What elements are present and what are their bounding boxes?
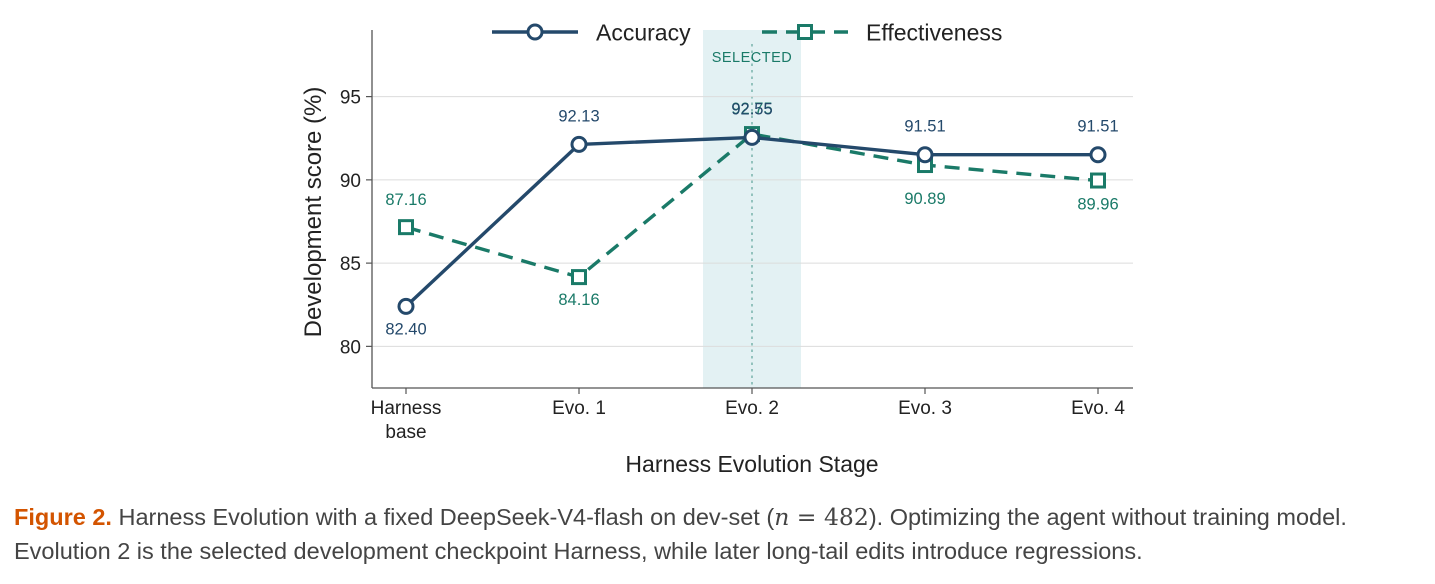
data-label-effectiveness-3: 90.89 (904, 190, 945, 208)
point-accuracy-0 (397, 297, 415, 315)
series-line-effectiveness (405, 132, 1099, 279)
axes: 80 85 90 95 Harness base Evo. 1 Evo. 2 Evo. 3 Evo… (340, 30, 1133, 443)
y-tick-label-95: 95 (340, 88, 361, 109)
data-label-accuracy-3: 91.51 (904, 118, 945, 136)
x-tick-label-0: Harness base (371, 398, 442, 443)
legend: Accuracy Effectiveness (492, 20, 1002, 46)
point-accuracy-3 (916, 146, 934, 164)
gridlines (372, 96, 1133, 347)
x-axis-label: Harness Evolution Stage (625, 451, 878, 477)
x-tick-label-3: Evo. 3 (898, 398, 952, 419)
caption-text-1: Harness Evolution with a fixed DeepSeek-… (111, 504, 775, 530)
point-effectiveness-0 (398, 219, 414, 236)
point-accuracy-1 (570, 135, 588, 153)
figure-caption: Figure 2. Harness Evolution with a fixed… (14, 500, 1429, 568)
point-effectiveness-4 (1090, 172, 1106, 189)
data-label-accuracy-2: 92.55 (731, 100, 772, 118)
legend-label-accuracy: Accuracy (596, 20, 691, 46)
selected-label: SELECTED (712, 50, 793, 66)
caption-math-eq: = 482 (789, 503, 869, 531)
series-lines (397, 126, 1107, 315)
selected-highlight: SELECTED (703, 30, 801, 388)
legend-marker-effectiveness (797, 24, 813, 40)
figure-label: Figure 2. (14, 504, 112, 530)
x-tick-label-1: Evo. 1 (552, 398, 606, 419)
line-chart: SELECTED 80 85 90 95 Harness base Evo. 1 Evo. 2… (300, 20, 1133, 477)
point-accuracy-4 (1089, 146, 1107, 164)
legend-label-effectiveness: Effectiveness (866, 20, 1002, 46)
point-accuracy-2 (743, 128, 761, 146)
data-label-accuracy-1: 92.13 (558, 107, 599, 125)
caption-text-2: ). Optimizing the agent without training… (14, 504, 1347, 564)
data-label-effectiveness-1: 84.16 (558, 291, 599, 309)
data-label-accuracy-0: 82.40 (385, 320, 426, 338)
x-tick-label-2: Evo. 2 (725, 398, 779, 419)
y-axis-label: Development score (%) (300, 87, 327, 338)
legend-marker-accuracy (526, 23, 544, 41)
data-label-effectiveness-4: 89.96 (1077, 196, 1118, 214)
y-tick-label-80: 80 (340, 337, 361, 358)
data-label-effectiveness-0: 87.16 (385, 191, 426, 209)
y-tick-label-85: 85 (340, 254, 361, 275)
point-effectiveness-1 (571, 269, 587, 286)
caption-math-n: n (774, 503, 790, 531)
x-tick-label-4: Evo. 4 (1071, 398, 1125, 419)
data-label-effectiveness-2: 92.75 (731, 100, 772, 118)
data-labels: 87.16 84.16 92.75 90.89 89.96 82.40 92.13 92.55… (385, 100, 1118, 338)
data-label-accuracy-4: 91.51 (1077, 118, 1118, 136)
y-tick-label-90: 90 (340, 171, 361, 192)
